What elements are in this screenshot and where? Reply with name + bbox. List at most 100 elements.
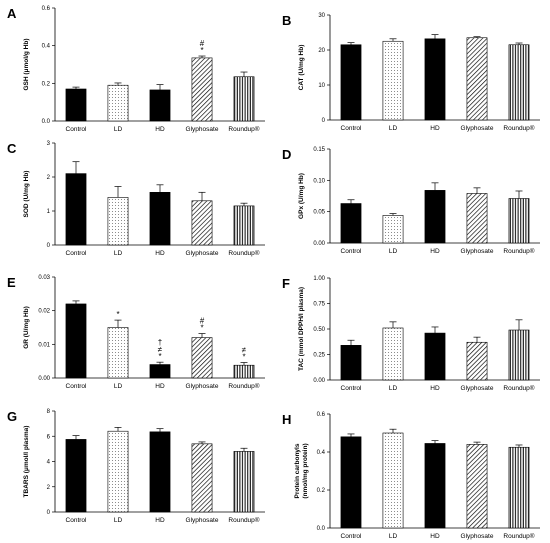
bar-glyphosate — [466, 341, 488, 381]
bar-hd — [424, 443, 446, 529]
panel-letter: D — [282, 147, 291, 162]
x-tick-label: Control — [66, 250, 88, 257]
y-tick-label: 0.03 — [38, 275, 50, 281]
x-tick-label: LD — [389, 533, 398, 540]
bar-hd — [424, 332, 446, 381]
x-tick-label: Roundup® — [228, 516, 259, 524]
y-tick-label: 4 — [47, 460, 51, 466]
y-tick-label: 0.15 — [313, 147, 325, 153]
panel-f: F TAC (mmol DPPH/l plasma) 0.00 0.25 0.50 0.7… — [282, 276, 540, 392]
panel-letter: F — [282, 276, 290, 291]
bar-control — [340, 436, 362, 529]
bar-roundup — [508, 44, 530, 121]
y-tick-label: 1.00 — [313, 276, 325, 282]
y-tick-label: 0.01 — [38, 342, 50, 348]
x-tick-label: Glyphosate — [461, 533, 494, 540]
bar-roundup — [233, 451, 255, 513]
x-tick-label: Control — [341, 385, 363, 392]
panel-letter: C — [7, 141, 17, 156]
x-tick-label: LD — [114, 517, 123, 524]
y-tick-label: 0.0 — [317, 526, 326, 532]
x-tick-label: Glyphosate — [186, 517, 219, 524]
x-tick-label: HD — [430, 385, 440, 392]
y-tick-label: 10 — [318, 83, 325, 89]
significance-mark: * — [200, 46, 203, 55]
x-tick-label: LD — [389, 248, 398, 255]
y-tick-label: 0.4 — [317, 450, 326, 456]
x-tick-label: Control — [66, 517, 88, 524]
bar-hd — [149, 89, 171, 122]
x-tick-label: Control — [341, 248, 363, 255]
bar-glyphosate — [466, 37, 488, 121]
bar-roundup — [233, 364, 255, 379]
bar-control — [65, 303, 87, 379]
bar-hd — [149, 431, 171, 513]
bar-ld — [382, 40, 404, 121]
y-tick-label: 2 — [47, 175, 51, 181]
significance-mark: * — [242, 353, 245, 362]
y-tick-label: 20 — [318, 48, 325, 54]
panel-letter: E — [7, 275, 16, 290]
y-tick-label: 2 — [47, 485, 51, 491]
y-tick-label: 0.50 — [313, 327, 325, 333]
y-tick-label: 0 — [47, 243, 51, 249]
y-axis-title: GPx (U/mg Hb) — [298, 173, 305, 219]
x-tick-label: Roundup® — [228, 249, 259, 257]
y-tick-label: 0.00 — [313, 378, 325, 384]
significance-mark: # — [200, 39, 205, 48]
x-tick-label: HD — [430, 248, 440, 255]
x-tick-label: Control — [66, 126, 88, 133]
bar-roundup — [233, 76, 255, 122]
x-tick-label: LD — [114, 383, 123, 390]
bar-control — [340, 345, 362, 381]
y-tick-label: 0.6 — [42, 6, 51, 12]
x-tick-label: Glyphosate — [461, 248, 494, 255]
x-tick-label: HD — [155, 383, 165, 390]
y-tick-label: 0.2 — [42, 81, 51, 87]
panel-e: E GR (U/mg Hb) 0.00 0.01 0.02 0.03 Control * LD †… — [7, 275, 265, 390]
significance-mark: * — [158, 352, 161, 361]
x-tick-label: Roundup® — [503, 532, 534, 540]
x-tick-label: Glyphosate — [461, 125, 494, 132]
x-tick-label: HD — [155, 126, 165, 133]
y-tick-label: 0.00 — [38, 376, 50, 382]
x-tick-label: Roundup® — [503, 247, 534, 255]
bar-control — [340, 44, 362, 121]
significance-mark: ≠ — [158, 345, 163, 354]
bar-roundup — [233, 205, 255, 246]
y-tick-label: 3 — [47, 141, 51, 147]
y-axis-title: CAT (U/mg Hb) — [298, 45, 305, 91]
panel-a: A GSH (μmol/g Hb) 0.0 0.2 0.4 0.6 Control LD HD #… — [7, 6, 265, 133]
bar-glyphosate — [191, 57, 213, 122]
bar-hd — [149, 192, 171, 246]
panel-c: C SOD (U/mg Hb) 0 1 2 3 Control LD HD Glyphosate R… — [7, 141, 265, 257]
y-tick-label: 0 — [322, 118, 326, 124]
significance-mark: # — [200, 317, 205, 326]
x-tick-label: LD — [389, 385, 398, 392]
bar-ld — [382, 432, 404, 529]
panel-letter: H — [282, 412, 291, 427]
x-tick-label: LD — [114, 126, 123, 133]
x-tick-label: HD — [430, 125, 440, 132]
panel-letter: B — [282, 13, 291, 28]
y-tick-label: 0.02 — [38, 309, 50, 315]
bar-ld — [107, 84, 129, 122]
bar-hd — [424, 38, 446, 121]
x-tick-label: Glyphosate — [461, 385, 494, 392]
x-tick-label: HD — [430, 533, 440, 540]
bar-roundup — [508, 198, 530, 244]
y-tick-label: 0.2 — [317, 488, 326, 494]
x-tick-label: LD — [114, 250, 123, 257]
bar-glyphosate — [466, 444, 488, 529]
x-tick-label: Roundup® — [228, 125, 259, 133]
panel-letter: A — [7, 6, 17, 21]
bar-roundup — [508, 329, 530, 381]
bar-control — [340, 203, 362, 244]
x-tick-label: HD — [155, 517, 165, 524]
y-axis-title: TBARS (μmol/l plasma) — [23, 426, 30, 498]
y-tick-label: 0.25 — [313, 353, 325, 359]
bar-control — [65, 88, 87, 122]
bar-ld — [107, 430, 129, 513]
x-tick-label: Control — [66, 383, 88, 390]
